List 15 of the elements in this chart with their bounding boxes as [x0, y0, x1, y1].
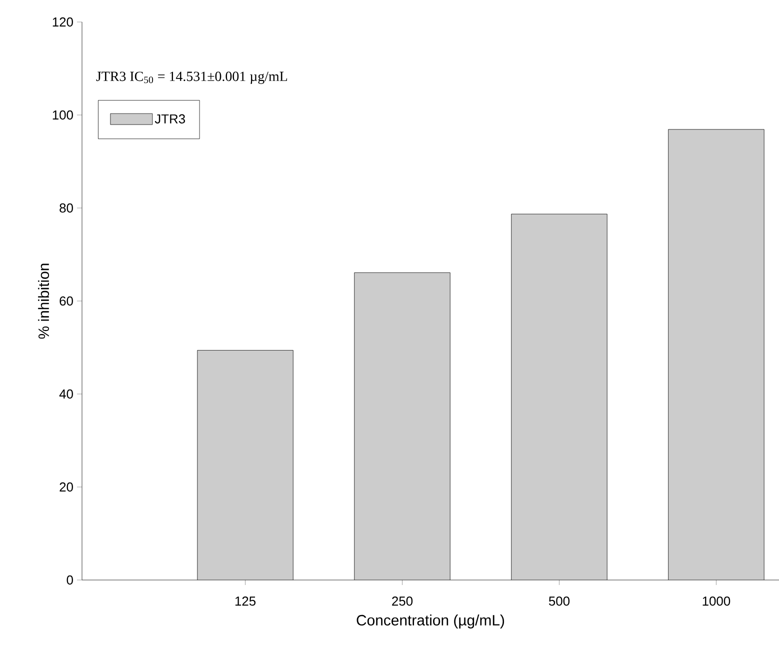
y-tick-label: 60 — [60, 296, 73, 306]
y-tick-label: 0 — [66, 575, 73, 585]
annotation: JTR3 IC$_{50}$ = 14.531±0.001 µg/mL — [96, 72, 288, 84]
x-tick-label: 1000 — [702, 596, 730, 606]
x-axis-title: Concentration (µg/mL) — [356, 614, 504, 628]
y-tick-label: 100 — [52, 110, 73, 120]
x-tick-label: 500 — [548, 596, 570, 606]
y-tick-label: 40 — [59, 389, 73, 399]
y-axis-title: % inhibition — [38, 264, 50, 339]
y-tick-label: 20 — [60, 482, 73, 492]
y-tick-label: 80 — [60, 203, 73, 213]
x-tick-label: 125 — [235, 596, 256, 606]
x-tick-label: 250 — [392, 596, 413, 606]
y-tick-label: 120 — [52, 17, 73, 27]
legend-label: JTR3 — [154, 114, 186, 124]
